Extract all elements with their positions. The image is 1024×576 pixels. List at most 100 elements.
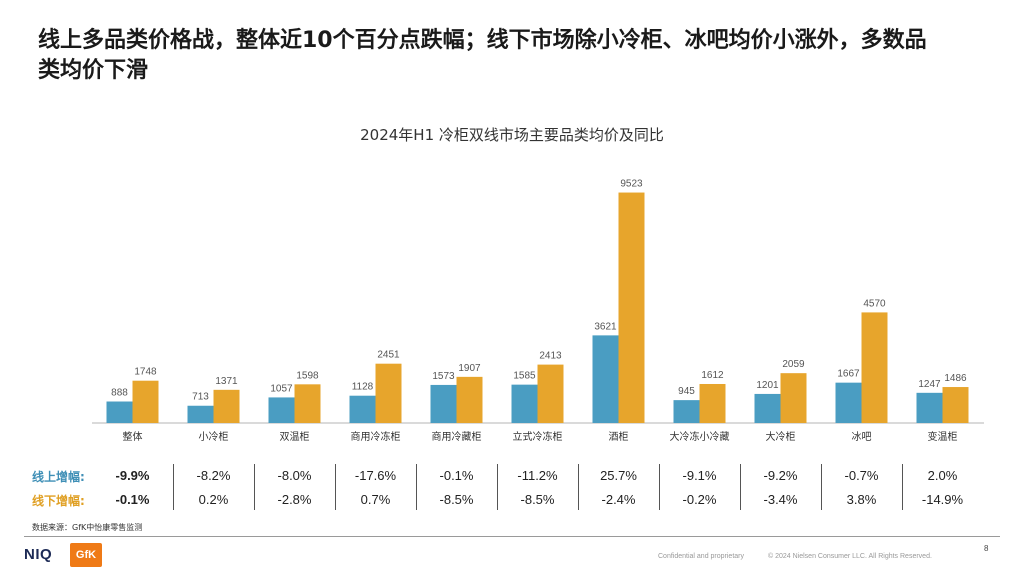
offline-growth-label: 线下增幅: (32, 494, 85, 508)
online-bar (511, 384, 538, 423)
online-bar (268, 397, 295, 423)
table-column-separator (578, 464, 579, 510)
copyright-note: © 2024 Nielsen Consumer LLC. All Rights … (768, 553, 932, 560)
online-value-label: 713 (192, 392, 209, 403)
offline-bar (537, 364, 564, 423)
offline-value-label: 1612 (701, 370, 724, 381)
offline-bar (213, 389, 240, 423)
page-number: 8 (984, 544, 989, 553)
offline-growth-cell: 0.7% (360, 492, 391, 507)
category-label: 冰吧 (852, 430, 872, 443)
offline-bar (942, 387, 969, 423)
online-value-label: 1585 (513, 371, 536, 382)
offline-value-label: 1486 (944, 373, 967, 384)
offline-growth-cell: -14.9% (921, 492, 964, 507)
online-growth-cell: 25.7% (600, 468, 637, 483)
niq-logo: NIQ (24, 546, 53, 563)
offline-value-label: 1598 (296, 370, 319, 381)
category-label: 大冷冻小冷藏 (670, 430, 730, 443)
online-bar (187, 405, 214, 423)
online-bar (592, 335, 619, 423)
online-growth-cell: 2.0% (927, 468, 958, 483)
offline-growth-cell: 3.8% (846, 492, 877, 507)
table-column-separator (416, 464, 417, 510)
offline-bar (456, 376, 483, 423)
online-growth-cell: -9.9% (115, 468, 150, 483)
offline-bar (132, 380, 159, 423)
offline-growth-cell: -2.8% (277, 492, 312, 507)
offline-bar (294, 384, 321, 423)
table-column-separator (497, 464, 498, 510)
online-value-label: 1057 (270, 383, 293, 394)
online-growth-cell: -8.0% (277, 468, 312, 483)
online-growth-cell: -9.1% (682, 468, 717, 483)
offline-growth-cell: -8.5% (439, 492, 474, 507)
online-bar (430, 384, 457, 423)
online-bar (754, 393, 781, 423)
table-column-separator (902, 464, 903, 510)
online-bar (349, 395, 376, 423)
online-bar (835, 382, 862, 423)
online-value-label: 1128 (352, 382, 374, 393)
online-value-label: 888 (111, 388, 128, 399)
category-label: 双温柜 (280, 430, 310, 443)
offline-growth-cell: -8.5% (520, 492, 555, 507)
offline-bar (618, 192, 645, 423)
online-value-label: 1573 (432, 371, 455, 382)
table-column-separator (659, 464, 660, 510)
category-label: 立式冷冻柜 (513, 430, 563, 443)
footer-divider (24, 536, 1000, 537)
online-value-label: 3621 (594, 321, 617, 332)
category-label: 小冷柜 (199, 430, 229, 443)
gfk-logo: GfK (70, 543, 102, 567)
category-label: 商用冷藏柜 (432, 430, 482, 443)
online-growth-label: 线上增幅: (32, 470, 85, 484)
offline-growth-cell: 0.2% (198, 492, 229, 507)
online-growth-cell: -0.1% (439, 468, 474, 483)
offline-value-label: 9523 (620, 179, 643, 190)
offline-bar (780, 373, 807, 423)
offline-bar (861, 312, 888, 423)
category-label: 整体 (123, 430, 143, 443)
category-label: 商用冷冻柜 (351, 430, 401, 443)
offline-growth-cell: -0.1% (115, 492, 150, 507)
slide-headline: 线上多品类价格战，整体近10个百分点跌幅；线下市场除小冷柜、冰吧均价小涨外，多数… (38, 28, 927, 83)
table-column-separator (821, 464, 822, 510)
table-column-separator (335, 464, 336, 510)
offline-value-label: 2413 (539, 351, 562, 362)
offline-value-label: 1371 (215, 376, 238, 387)
growth-table: 线上增幅: 线下增幅: -9.9% -0.1% -8.2% 0.2% -8.0% -2.8… (0, 462, 1024, 514)
online-bar (673, 400, 700, 423)
category-label: 大冷柜 (766, 430, 796, 443)
offline-growth-cell: -0.2% (682, 492, 717, 507)
offline-bar (375, 363, 402, 423)
online-bar (106, 401, 133, 423)
online-growth-cell: -9.2% (763, 468, 798, 483)
offline-bar (699, 383, 726, 423)
offline-value-label: 2059 (782, 359, 805, 370)
data-source-note: 数据来源：GfK中怡康零售监测 (32, 523, 143, 532)
category-label: 变温柜 (928, 430, 958, 443)
table-column-separator (173, 464, 174, 510)
table-column-separator (254, 464, 255, 510)
offline-value-label: 2451 (377, 350, 400, 361)
confidential-note: Confidential and proprietary (658, 553, 744, 560)
chart-title: 2024年H1 冷柜双线市场主要品类均价及同比 (360, 126, 664, 144)
online-bar (916, 392, 943, 423)
offline-value-label: 4570 (863, 298, 886, 309)
online-growth-cell: -8.2% (196, 468, 231, 483)
online-growth-cell: -11.2% (517, 468, 558, 483)
online-value-label: 1201 (756, 380, 779, 391)
offline-growth-cell: -3.4% (763, 492, 798, 507)
online-value-label: 945 (678, 386, 695, 397)
table-column-separator (740, 464, 741, 510)
category-label: 酒柜 (609, 430, 629, 443)
online-growth-cell: -17.6% (354, 468, 397, 483)
offline-growth-cell: -2.4% (601, 492, 636, 507)
online-value-label: 1667 (837, 369, 860, 380)
online-value-label: 1247 (918, 379, 941, 390)
offline-value-label: 1748 (134, 367, 157, 378)
online-growth-cell: -0.7% (844, 468, 879, 483)
offline-value-label: 1907 (458, 363, 481, 374)
